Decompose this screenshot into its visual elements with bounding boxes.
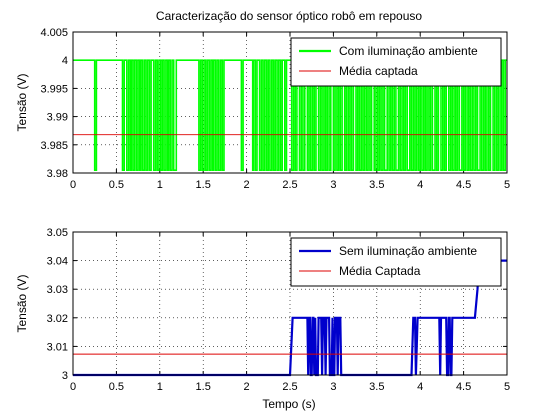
y-tick-label: 3.01	[47, 341, 68, 353]
y-tick-label: 3.98	[47, 168, 68, 180]
x-tick-label: 4.5	[456, 179, 471, 191]
x-tick-label: 4	[417, 179, 423, 191]
y-tick-label: 3.99	[47, 112, 68, 124]
x-tick-label: 1	[157, 381, 163, 393]
bottom-subplot: 0 0.5 1 1.5 2 2.5 3 3.5 4 4.5 5 3 3.01 3.02 3.03 3.04 3.…	[15, 227, 510, 393]
top-subplot: 0 0.5 1 1.5 2 2.5 3 3.5 4 4.5 5 3.98 3.985 3.99 3.995 4…	[15, 27, 510, 191]
x-tick-label: 4.5	[456, 381, 471, 393]
legend-box	[290, 237, 502, 287]
y-tick-label: 3.03	[47, 284, 68, 296]
y-axis-title: Tensão (V)	[15, 73, 29, 131]
legend-label: Média captada	[339, 64, 418, 78]
x-tick-label: 0	[70, 381, 76, 393]
legend-box	[290, 37, 502, 87]
x-tick-label: 2	[244, 179, 250, 191]
x-tick-label: 1	[157, 179, 163, 191]
x-tick-label: 3.5	[369, 381, 384, 393]
x-tick-label: 0	[70, 179, 76, 191]
legend-label: Média Captada	[339, 264, 421, 278]
axes-box	[72, 31, 508, 174]
x-tick-label: 1.5	[196, 381, 211, 393]
legend: Sem iluminação ambiente Média Captada	[290, 237, 502, 287]
x-axis-title: Tempo (s)	[262, 397, 315, 411]
y-tick-label: 3.985	[40, 140, 68, 152]
x-tick-label: 4	[417, 381, 423, 393]
x-tick-label: 1.5	[196, 179, 211, 191]
legend: Com iluminação ambiente Média captada	[290, 37, 502, 87]
x-tick-label: 2.5	[282, 381, 297, 393]
x-tick-label: 0.5	[109, 179, 124, 191]
y-tick-label: 3.05	[47, 227, 68, 239]
axes-box	[72, 231, 508, 376]
x-tick-label: 2	[244, 381, 250, 393]
x-tick-label: 5	[504, 381, 510, 393]
y-tick-label: 3.995	[40, 83, 68, 95]
x-tick-label: 5	[504, 179, 510, 191]
figure-title: Caracterização do sensor óptico robô em …	[156, 9, 422, 23]
y-tick-label: 4	[62, 55, 68, 67]
x-tick-label: 3	[330, 179, 336, 191]
x-tick-label: 2.5	[282, 179, 297, 191]
legend-label: Com iluminação ambiente	[339, 44, 478, 58]
y-tick-label: 3.02	[47, 313, 68, 325]
y-tick-label: 4.005	[40, 27, 68, 39]
legend-label: Sem iluminação ambiente	[339, 244, 477, 258]
y-tick-label: 3	[62, 370, 68, 382]
y-axis-title: Tensão (V)	[15, 274, 29, 332]
y-tick-label: 3.04	[47, 256, 68, 268]
x-tick-label: 0.5	[109, 381, 124, 393]
x-tick-label: 3	[330, 381, 336, 393]
x-tick-label: 3.5	[369, 179, 384, 191]
